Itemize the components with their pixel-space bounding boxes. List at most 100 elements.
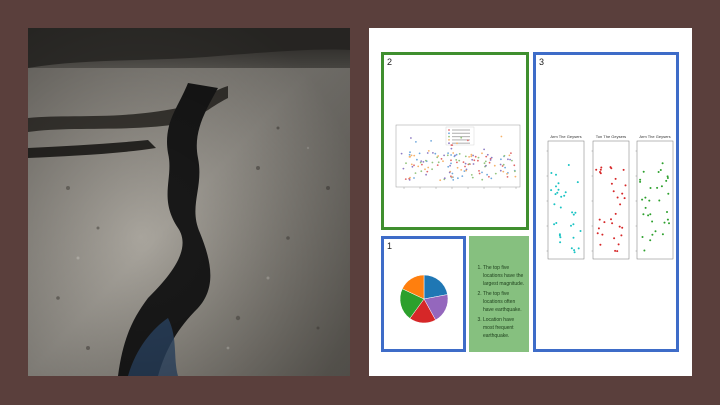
scatter-point <box>422 161 425 163</box>
scatter-point <box>514 170 516 173</box>
scatter-point <box>506 173 508 175</box>
scatter-point <box>452 179 455 181</box>
scatter-point <box>420 160 423 162</box>
scatter-point <box>448 171 451 174</box>
scatter-point <box>447 165 450 168</box>
scatter-point <box>618 225 621 228</box>
scatter-point <box>432 152 434 154</box>
scatter-point <box>659 169 662 171</box>
legend-line <box>452 139 470 141</box>
scatter-point <box>477 159 479 162</box>
scatter-point <box>614 212 617 215</box>
scatter-point <box>404 178 407 180</box>
scatter-point <box>489 159 492 161</box>
scatter-point <box>614 177 617 180</box>
legend-line <box>452 136 470 138</box>
scatter-point <box>451 172 454 175</box>
scatter-point <box>668 222 670 225</box>
scatter-point <box>410 154 413 157</box>
scatter-point <box>513 164 516 167</box>
scatter-point <box>644 206 647 209</box>
scatter-point <box>419 161 422 164</box>
scatter-point <box>400 152 403 155</box>
panel-2: 2 <box>381 52 529 230</box>
scatter-point <box>467 139 469 142</box>
scatter-point <box>573 249 576 252</box>
scatter-point <box>426 170 429 173</box>
scatter-point <box>624 184 627 187</box>
scatter-point <box>508 154 511 157</box>
scatter-point <box>649 213 652 216</box>
scatter-point <box>642 213 645 216</box>
panel-3: 3 Arm The Geysers Ton The Geysers Arm The … <box>533 52 679 352</box>
scatter-point <box>490 177 493 180</box>
scatter-point <box>573 251 576 254</box>
scatter-point <box>449 164 451 167</box>
scatter-point <box>418 152 421 155</box>
scatter-point <box>443 177 446 180</box>
scatter-point <box>425 173 427 176</box>
scatter-point <box>421 163 423 166</box>
scatter-point <box>641 198 644 201</box>
scatter-point <box>622 168 625 171</box>
scatter-point <box>452 152 455 154</box>
scatter-point <box>642 170 645 173</box>
scatter-point <box>502 163 505 166</box>
scatter-point <box>617 243 620 246</box>
scatter-point <box>620 234 623 237</box>
scatter-point <box>648 199 651 202</box>
finding-item: Location have most frequent earthquake. <box>483 316 525 340</box>
scatter-point <box>572 236 575 239</box>
scatter-point <box>501 165 504 167</box>
scatter-point <box>414 172 417 174</box>
scatter-point <box>597 227 600 230</box>
scatter-point <box>437 161 440 164</box>
scatter-point <box>639 180 642 183</box>
scatter-point <box>425 159 427 162</box>
scatter-point <box>567 164 570 166</box>
scatter-point <box>651 233 654 236</box>
scatter-point <box>503 154 506 157</box>
crack-image <box>28 28 350 376</box>
scatter-point <box>577 247 580 250</box>
panel-number: 3 <box>539 57 545 67</box>
scatter-point <box>665 179 668 182</box>
scatter-point <box>651 220 654 223</box>
scatter-point <box>458 159 461 162</box>
scatter-point <box>415 141 417 143</box>
scatter-point <box>657 171 660 173</box>
scatter-point <box>478 172 481 175</box>
scatter-point <box>596 232 599 235</box>
scatter-point <box>413 154 416 157</box>
findings-notes: The top five locations have the largest … <box>469 236 529 352</box>
scatter-point <box>610 218 612 221</box>
scatter-point <box>450 159 452 162</box>
scatter-point <box>447 152 449 154</box>
multi-series-scatter-chart <box>395 124 521 189</box>
scatter-point <box>559 236 562 239</box>
scatter-point <box>434 152 437 155</box>
scatter-point <box>510 152 512 154</box>
scatter-point <box>450 154 452 156</box>
scatter-point <box>481 171 483 174</box>
scatter-point <box>610 182 613 185</box>
scatter-point <box>456 142 458 145</box>
pie-slice <box>401 274 425 300</box>
scatter-point <box>431 161 434 164</box>
scatter-point <box>666 218 669 221</box>
scatter-point <box>405 162 407 165</box>
scatter-point <box>450 162 452 165</box>
scatter-point <box>485 155 488 158</box>
scatter-point <box>457 177 459 180</box>
scatter-point <box>649 187 652 189</box>
scatter-point <box>572 213 575 216</box>
scatter-point <box>437 155 440 157</box>
scatter-point <box>413 164 415 167</box>
scatter-point <box>555 185 557 188</box>
scatter-point <box>558 234 561 237</box>
legend-marker <box>448 132 450 135</box>
scatter-point <box>661 162 664 165</box>
findings-list: The top five locations have the largest … <box>469 236 529 340</box>
finding-item: The top five locations often have earthq… <box>483 290 525 314</box>
scatter-point <box>488 161 491 164</box>
